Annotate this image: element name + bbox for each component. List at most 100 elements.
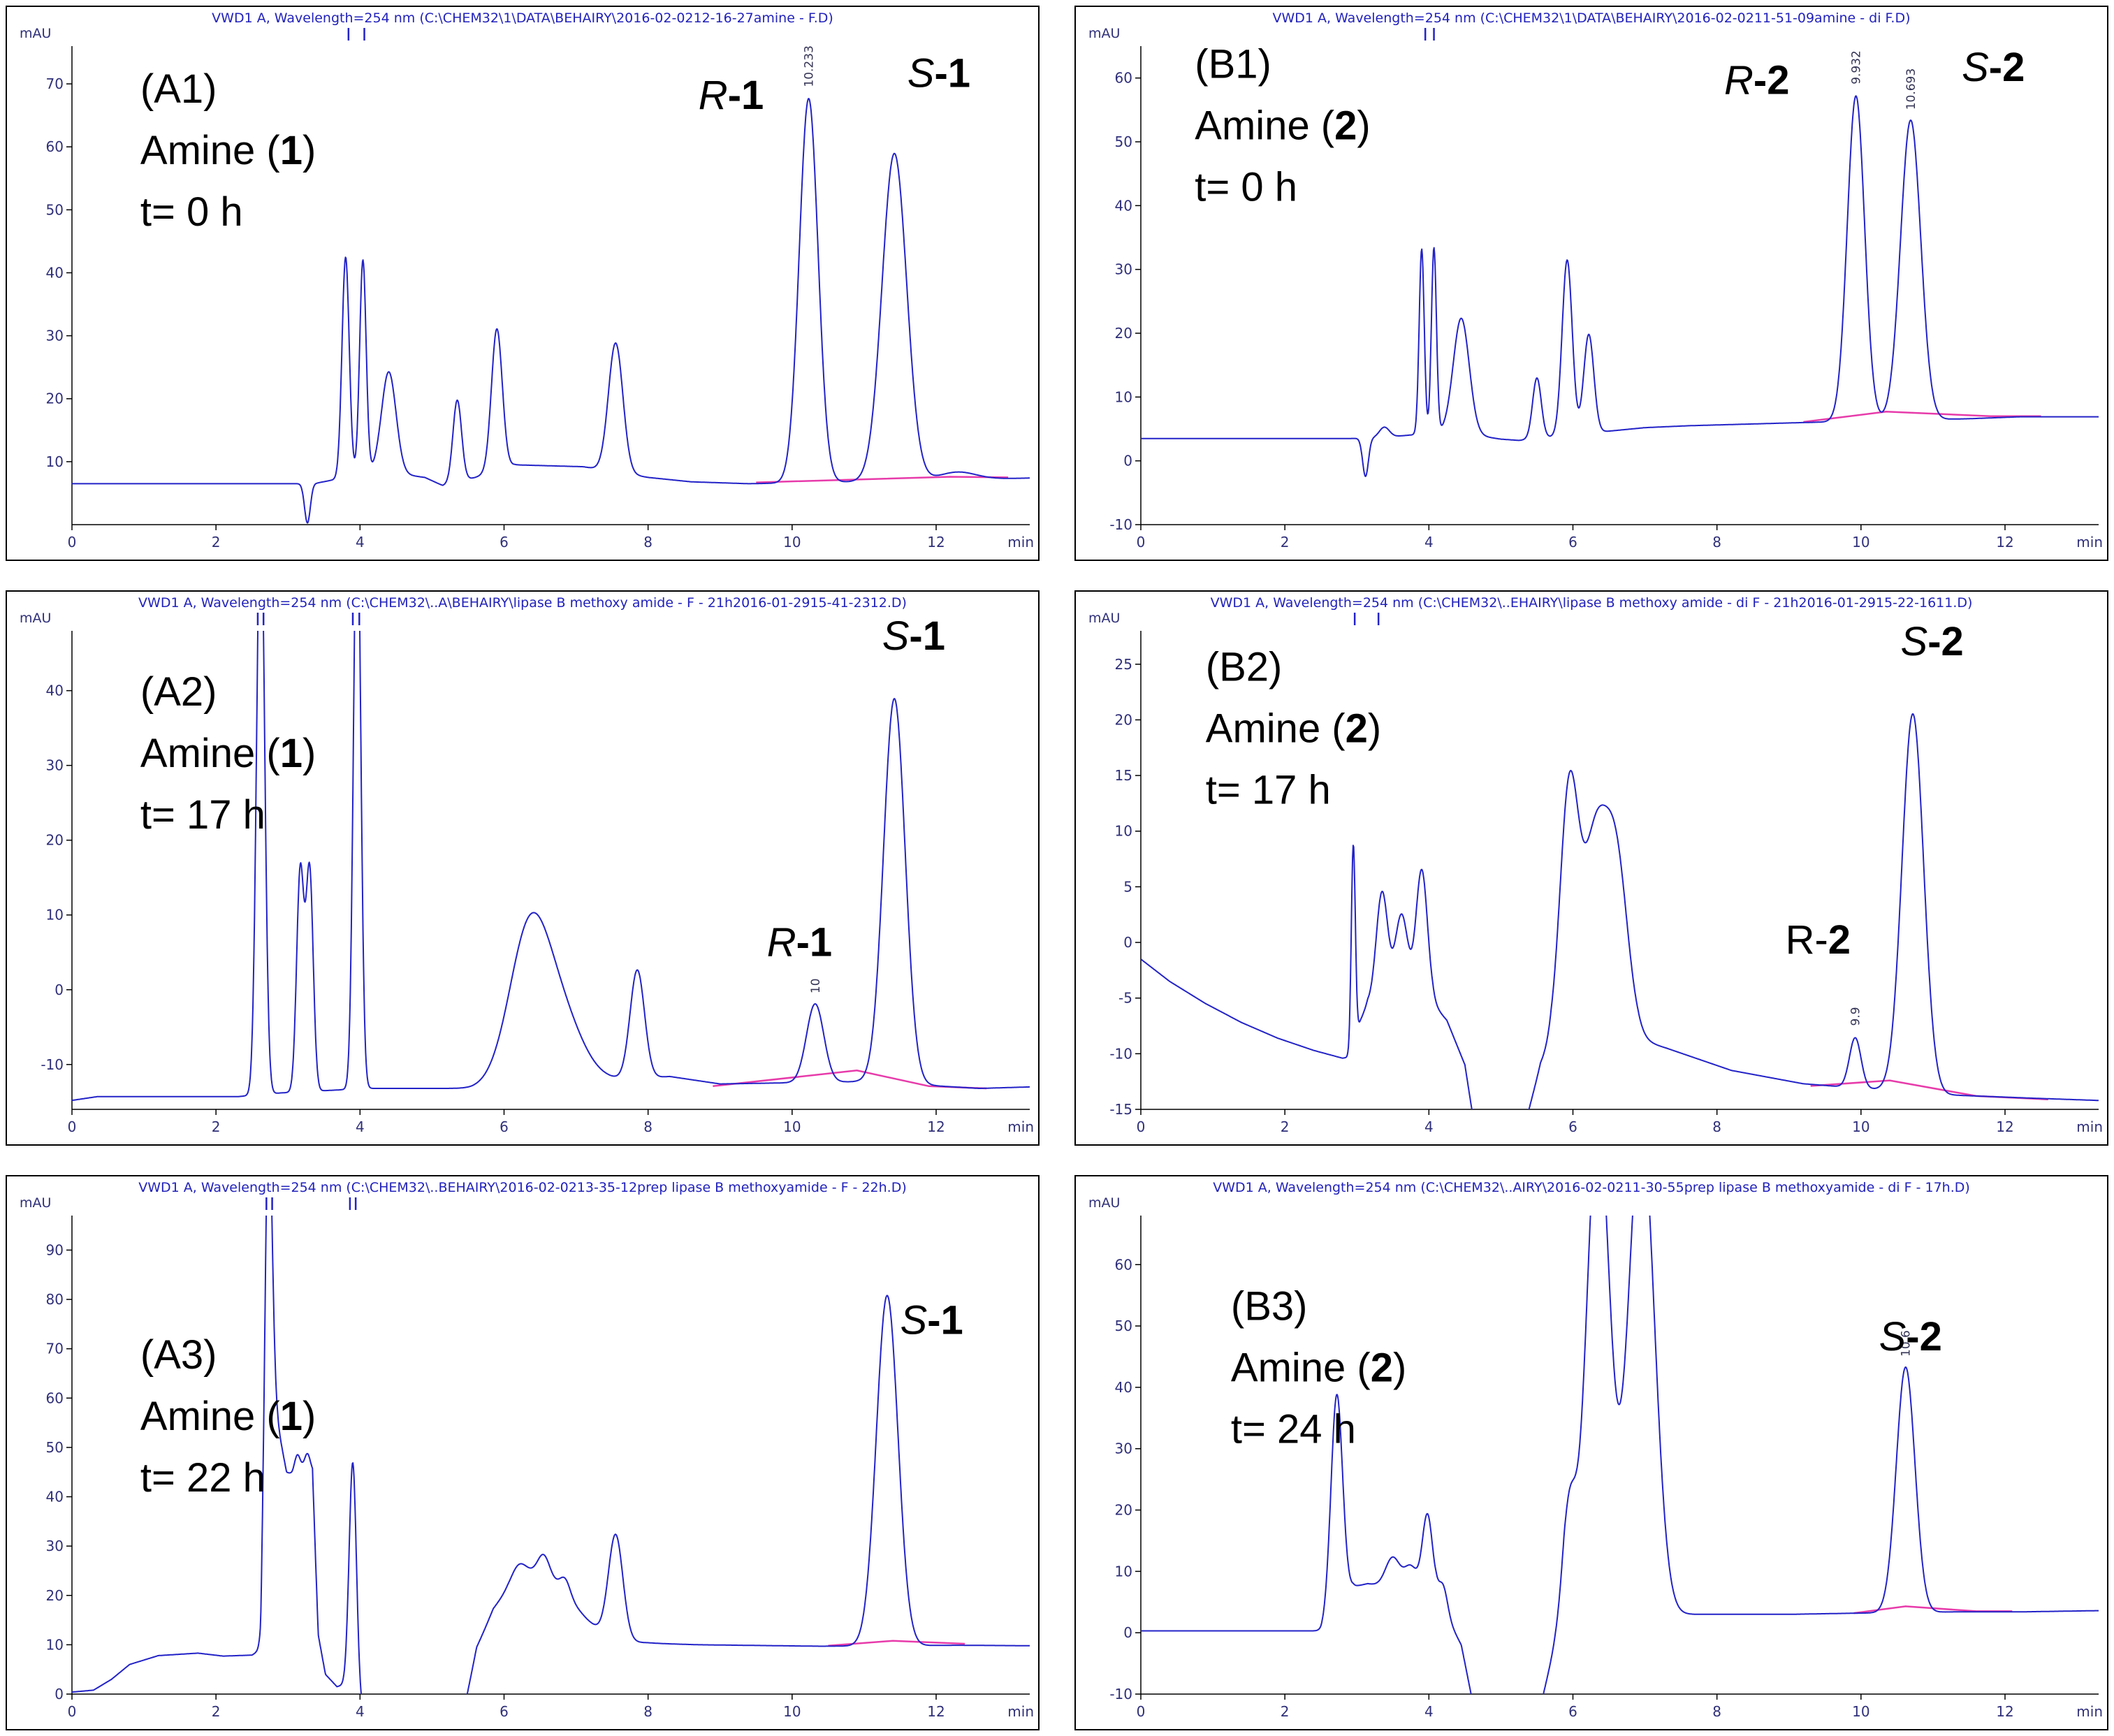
panel-A1: VWD1 A, Wavelength=254 nm (C:\CHEM32\1\D… — [6, 6, 1040, 561]
annotation-text: S-2 — [1962, 45, 2025, 90]
x-tick-label: 6 — [500, 1118, 509, 1135]
signal-trace — [1141, 95, 2099, 477]
integration-baseline — [756, 476, 1009, 483]
y-axis-unit-label: mAU — [1088, 1195, 1120, 1211]
peak-rt-label: 10 — [809, 978, 823, 993]
y-tick-label: 40 — [46, 683, 64, 699]
annotation-text: t= 17 h — [1206, 768, 1331, 813]
panel-border — [6, 590, 1040, 1146]
x-tick-label: 4 — [356, 534, 365, 550]
x-tick-label: 10 — [783, 534, 801, 550]
x-tick-label: 4 — [356, 1118, 365, 1135]
annotation-text: (A1) — [140, 66, 217, 112]
panel-header-text: VWD1 A, Wavelength=254 nm (C:\CHEM32\1\D… — [212, 10, 833, 26]
x-tick-label: 0 — [1137, 1118, 1146, 1135]
peak-rt-label: 10.233 — [803, 45, 817, 87]
y-tick-label: 0 — [54, 982, 64, 998]
x-tick-label: 2 — [1281, 1118, 1290, 1135]
y-tick-label: 10 — [1115, 1563, 1132, 1580]
x-tick-label: 8 — [1712, 534, 1721, 550]
y-tick-label: 25 — [1115, 656, 1132, 673]
signal-trace — [72, 1216, 1030, 1694]
x-tick-label: 12 — [1996, 1703, 2013, 1720]
annotation-text: S-1 — [882, 613, 945, 659]
signal-trace — [72, 98, 1030, 524]
chromatogram-B3: VWD1 A, Wavelength=254 nm (C:\CHEM32\..A… — [1074, 1175, 2108, 1730]
x-tick-label: 4 — [1424, 1118, 1434, 1135]
y-tick-label: -10 — [41, 1056, 64, 1073]
x-axis-unit-label: min — [2076, 1703, 2103, 1720]
peak-rt-label: 9.9 — [1849, 1007, 1863, 1026]
x-tick-label: 0 — [1137, 534, 1146, 550]
annotation-text: (B3) — [1231, 1283, 1308, 1329]
y-tick-label: 60 — [1115, 70, 1132, 87]
y-tick-label: 80 — [46, 1291, 64, 1308]
annotation-text: S-2 — [1901, 619, 1964, 664]
panel-A2: VWD1 A, Wavelength=254 nm (C:\CHEM32\..A… — [6, 590, 1040, 1146]
x-tick-label: 4 — [1424, 534, 1434, 550]
y-tick-label: 0 — [1123, 1624, 1132, 1641]
y-tick-label: 30 — [1115, 261, 1132, 278]
x-axis-unit-label: min — [2076, 534, 2103, 550]
y-tick-label: 60 — [46, 1389, 64, 1406]
x-tick-label: 6 — [1568, 1703, 1577, 1720]
x-tick-label: 0 — [68, 534, 77, 550]
x-tick-label: 2 — [212, 1118, 221, 1135]
y-tick-label: 40 — [46, 1489, 64, 1505]
y-tick-label: -10 — [1109, 1045, 1132, 1062]
y-tick-label: 20 — [46, 832, 64, 849]
peak-rt-label: 9.932 — [1850, 50, 1864, 85]
x-tick-label: 8 — [1712, 1118, 1721, 1135]
annotation-text: t= 0 h — [1195, 165, 1297, 210]
y-tick-label: 20 — [46, 1587, 64, 1604]
x-axis-unit-label: min — [1007, 534, 1034, 550]
panel-header-text: VWD1 A, Wavelength=254 nm (C:\CHEM32\1\D… — [1272, 10, 1910, 26]
x-tick-label: 8 — [1712, 1703, 1721, 1720]
annotation-text: Amine (2) — [1195, 103, 1370, 149]
panel-header-text: VWD1 A, Wavelength=254 nm (C:\CHEM32\..A… — [1213, 1180, 1970, 1195]
x-tick-label: 2 — [212, 1703, 221, 1720]
y-tick-label: 40 — [1115, 197, 1132, 214]
x-tick-label: 4 — [1424, 1703, 1434, 1720]
annotation-text: (B1) — [1195, 42, 1271, 87]
panel-B3: VWD1 A, Wavelength=254 nm (C:\CHEM32\..A… — [1074, 1175, 2108, 1730]
panel-header-text: VWD1 A, Wavelength=254 nm (C:\CHEM32\..B… — [138, 1180, 907, 1195]
x-tick-label: 0 — [68, 1703, 77, 1720]
y-tick-label: 0 — [1123, 453, 1132, 469]
chromatogram-A3: VWD1 A, Wavelength=254 nm (C:\CHEM32\..B… — [6, 1175, 1040, 1730]
y-tick-label: 30 — [1115, 1440, 1132, 1457]
y-tick-label: 10 — [1115, 388, 1132, 405]
panel-B1: VWD1 A, Wavelength=254 nm (C:\CHEM32\1\D… — [1074, 6, 2108, 561]
annotation-text: R-1 — [767, 920, 832, 965]
x-axis-unit-label: min — [1007, 1118, 1034, 1135]
y-tick-label: 10 — [46, 1636, 64, 1653]
y-axis-unit-label: mAU — [1088, 611, 1120, 626]
y-tick-label: 70 — [46, 1341, 64, 1357]
y-tick-label: 10 — [46, 453, 64, 470]
chromatogram-A1: VWD1 A, Wavelength=254 nm (C:\CHEM32\1\D… — [6, 6, 1040, 561]
annotation-text: Amine (2) — [1206, 706, 1381, 752]
x-tick-label: 8 — [643, 1118, 653, 1135]
y-tick-label: 60 — [1115, 1256, 1132, 1273]
panel-header-text: VWD1 A, Wavelength=254 nm (C:\CHEM32\..E… — [1211, 595, 1973, 611]
y-tick-label: 0 — [1123, 934, 1132, 951]
y-tick-label: -10 — [1109, 516, 1132, 533]
chromatogram-B1: VWD1 A, Wavelength=254 nm (C:\CHEM32\1\D… — [1074, 6, 2108, 561]
y-tick-label: 30 — [46, 328, 64, 344]
x-tick-label: 6 — [500, 1703, 509, 1720]
annotation-text: R-2 — [1786, 917, 1851, 963]
y-tick-label: 50 — [46, 1439, 64, 1456]
x-tick-label: 8 — [643, 1703, 653, 1720]
y-tick-label: 90 — [46, 1241, 64, 1258]
panel-border — [6, 6, 1040, 561]
annotation-text: (A2) — [140, 669, 217, 715]
y-tick-label: 0 — [54, 1686, 64, 1702]
y-tick-label: 50 — [46, 201, 64, 218]
signal-trace — [72, 631, 1030, 1102]
annotation-text: (A3) — [140, 1332, 217, 1378]
panel-border — [1074, 6, 2108, 561]
x-tick-label: 2 — [1281, 534, 1290, 550]
y-tick-label: 30 — [46, 1538, 64, 1554]
